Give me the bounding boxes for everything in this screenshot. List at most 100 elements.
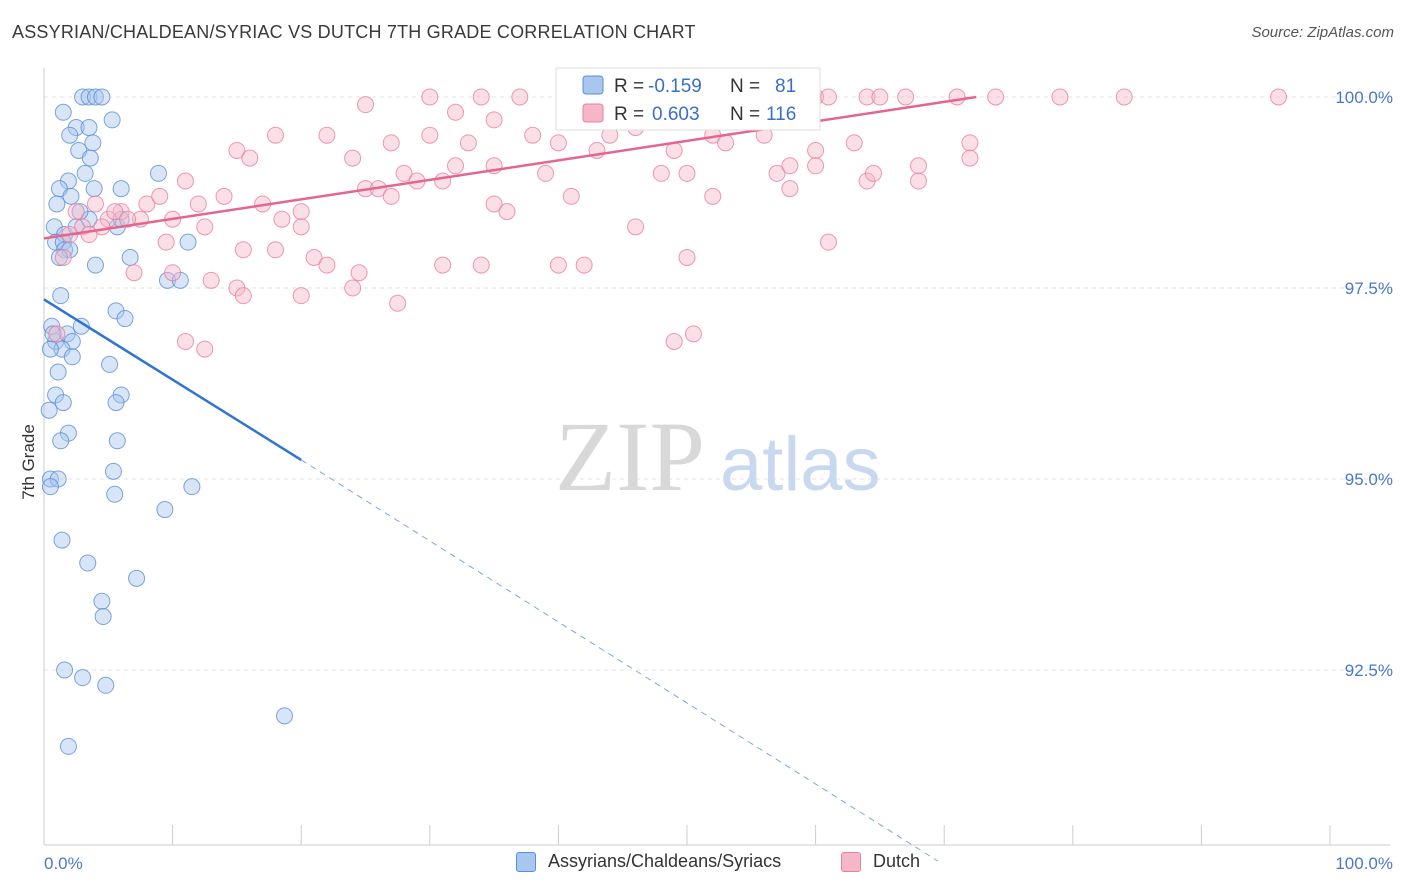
point-dutch-81 — [234, 241, 252, 259]
stats-n-label-2: N = — [730, 104, 760, 125]
stats-n-value-2: 116 — [766, 104, 796, 125]
point-assyrians-67 — [56, 661, 74, 679]
point-dutch-0 — [357, 96, 374, 114]
point-assyrians-43 — [63, 348, 81, 366]
point-assyrians-37 — [72, 317, 90, 335]
y-tick-label-2: 95.0% — [1345, 470, 1393, 489]
stats-r-value-1: -0.159 — [648, 76, 702, 97]
point-dutch-78 — [704, 187, 722, 205]
point-assyrians-53 — [52, 432, 70, 450]
point-dutch-38 — [228, 141, 246, 159]
point-dutch-111 — [67, 203, 85, 221]
point-assyrians-9 — [84, 134, 102, 152]
point-assyrians-73 — [44, 325, 62, 343]
point-assyrians-69 — [97, 676, 115, 694]
point-dutch-73 — [434, 172, 452, 190]
stats-swatch-pink — [582, 103, 604, 123]
x-tick-labels: 0.0% 100.0% — [44, 854, 1393, 873]
point-dutch-87 — [472, 256, 490, 274]
point-dutch-41 — [395, 164, 413, 182]
point-dutch-49 — [807, 157, 825, 175]
point-assyrians-29 — [50, 248, 68, 266]
grid-lines — [44, 96, 1390, 671]
point-dutch-3 — [511, 88, 529, 106]
point-dutch-101 — [665, 332, 683, 350]
point-dutch-77 — [627, 218, 645, 236]
point-dutch-102 — [684, 325, 702, 343]
point-assyrians-28 — [179, 233, 197, 251]
point-dutch-12 — [858, 88, 876, 106]
point-assyrians-30 — [121, 248, 139, 266]
point-dutch-40 — [344, 149, 362, 167]
stats-n-value-1: 81 — [775, 76, 796, 97]
series-assyrians-points — [40, 88, 293, 755]
watermark-zip: ZIP — [555, 401, 705, 512]
point-dutch-95 — [234, 287, 252, 305]
point-assyrians-61 — [156, 501, 174, 519]
x-tick-label-0: 0.0% — [44, 854, 83, 873]
point-dutch-25 — [266, 126, 284, 144]
x-tick-label-1: 100.0% — [1335, 854, 1393, 873]
point-assyrians-50 — [107, 394, 125, 412]
point-assyrians-16 — [85, 180, 103, 198]
point-assyrians-66 — [94, 608, 112, 626]
point-dutch-27 — [382, 134, 400, 152]
point-dutch-13 — [871, 88, 889, 106]
watermark-atlas: atlas — [720, 422, 881, 507]
point-assyrians-44 — [41, 340, 59, 358]
point-dutch-113 — [86, 195, 104, 213]
trend-line-assyrians — [43, 298, 302, 461]
point-assyrians-14 — [149, 164, 167, 182]
point-assyrians-36 — [116, 310, 134, 328]
legend-item-assyrians[interactable]: Assyrians/Chaldeans/Syriacs — [516, 851, 781, 872]
point-dutch-104 — [864, 164, 882, 182]
point-dutch-105 — [961, 149, 979, 167]
point-dutch-28 — [421, 126, 439, 144]
point-assyrians-58 — [41, 478, 59, 496]
point-assyrians-2 — [86, 88, 104, 106]
point-dutch-91 — [202, 271, 220, 289]
point-dutch-76 — [562, 187, 580, 205]
point-dutch-42 — [447, 157, 465, 175]
point-dutch-45 — [652, 164, 670, 182]
y-axis-label: 7th Grade — [19, 424, 38, 500]
point-dutch-90 — [678, 248, 696, 266]
point-assyrians-64 — [128, 569, 146, 587]
legend-label-assyrians: Assyrians/Chaldeans/Syriacs — [548, 851, 782, 871]
point-dutch-86 — [434, 256, 452, 274]
point-dutch-30 — [524, 126, 542, 144]
point-assyrians-54 — [108, 432, 126, 450]
y-tick-label-3: 92.5% — [1345, 661, 1393, 680]
trend-line-assyrians-extension — [300, 459, 939, 862]
point-assyrians-70 — [275, 707, 293, 725]
point-dutch-89 — [575, 256, 593, 274]
point-dutch-48 — [781, 157, 799, 175]
point-assyrians-8 — [61, 126, 79, 144]
point-dutch-36 — [845, 134, 863, 152]
point-dutch-1 — [421, 88, 439, 106]
y-tick-label-1: 97.5% — [1345, 279, 1393, 298]
point-dutch-98 — [389, 294, 407, 312]
point-dutch-75 — [498, 203, 516, 221]
point-assyrians-4 — [54, 103, 72, 121]
point-dutch-109 — [48, 325, 66, 343]
point-assyrians-1 — [80, 88, 98, 106]
point-dutch-17 — [1051, 88, 1069, 106]
trend-lines — [43, 95, 977, 862]
point-dutch-67 — [273, 210, 291, 228]
point-dutch-51 — [909, 157, 927, 175]
point-assyrians-65 — [93, 592, 111, 610]
point-dutch-79 — [819, 233, 837, 251]
point-dutch-21 — [485, 111, 503, 129]
stats-r-value-2: 0.603 — [652, 104, 700, 125]
legend-item-dutch[interactable]: Dutch — [841, 851, 920, 872]
point-dutch-16 — [987, 88, 1005, 106]
chart-title: ASSYRIAN/CHALDEAN/SYRIAC VS DUTCH 7TH GR… — [12, 22, 696, 42]
stats-n-label-1: N = — [730, 76, 760, 97]
point-dutch-96 — [292, 287, 310, 305]
point-dutch-39 — [241, 149, 259, 167]
point-assyrians-31 — [86, 256, 104, 274]
point-dutch-82 — [266, 241, 284, 259]
stats-swatch-blue — [582, 75, 604, 95]
